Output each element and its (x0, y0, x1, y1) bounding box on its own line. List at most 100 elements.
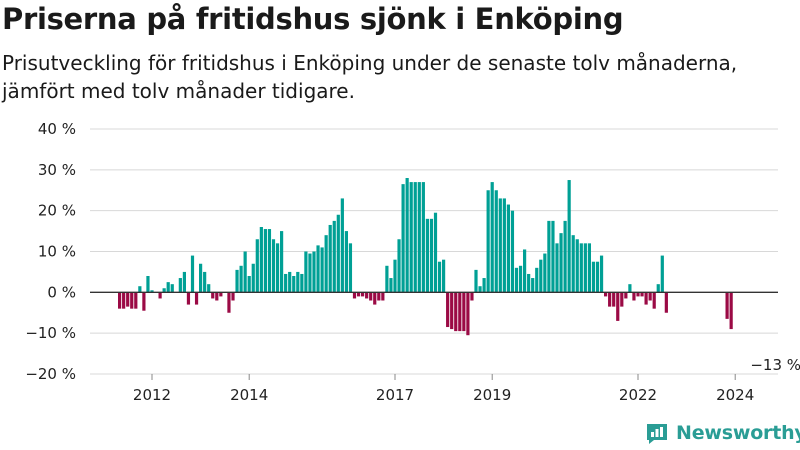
bar (231, 292, 235, 301)
bar (324, 235, 328, 293)
y-tick-label: 40 % (38, 120, 76, 138)
bar (361, 292, 365, 297)
bar (211, 292, 215, 299)
bar (267, 229, 272, 293)
bar (186, 292, 191, 305)
bar (150, 290, 154, 293)
bar (433, 212, 438, 293)
bar (401, 184, 405, 293)
y-tick-label: 30 % (38, 161, 76, 179)
bar (199, 263, 203, 293)
bar (490, 182, 494, 293)
newsworthy-logo: Newsworthy (645, 420, 800, 446)
bar (377, 292, 381, 301)
bar (466, 292, 470, 336)
bar (381, 292, 385, 301)
bar (146, 276, 150, 293)
bar (527, 273, 531, 293)
bar (239, 265, 243, 293)
bar (421, 182, 425, 293)
bar (122, 292, 126, 309)
bar (612, 292, 616, 307)
bar (446, 292, 450, 328)
bar (182, 271, 186, 293)
bar (203, 271, 207, 293)
bar (604, 292, 608, 297)
bar (288, 271, 292, 293)
bar (138, 286, 142, 293)
y-tick-label: 20 % (38, 202, 76, 220)
bar (571, 235, 575, 293)
bar (348, 243, 353, 293)
bar (583, 243, 587, 293)
bar (652, 292, 656, 309)
bar (535, 267, 539, 293)
bar (219, 292, 223, 297)
bar (616, 292, 620, 321)
bar (227, 292, 231, 313)
bar (547, 220, 551, 293)
y-tick-label: 0 % (47, 283, 76, 301)
bar (514, 267, 519, 293)
bar (417, 182, 421, 293)
bar (134, 292, 138, 309)
bar (543, 253, 547, 293)
bar (284, 273, 288, 293)
bar (280, 231, 284, 293)
bar (555, 243, 559, 293)
bar (523, 249, 527, 293)
bar (158, 292, 162, 299)
bar (162, 288, 166, 293)
bar (539, 259, 543, 293)
y-tick-label: 10 % (38, 243, 76, 261)
bar (458, 292, 462, 332)
bar (130, 292, 134, 309)
bar (344, 231, 348, 293)
bar (470, 292, 474, 301)
bar (336, 214, 340, 293)
bar (608, 292, 612, 307)
bar (413, 182, 417, 293)
bar (729, 292, 733, 330)
annotation-label: −13 % (750, 356, 800, 374)
bar (320, 247, 324, 293)
bar (300, 273, 304, 293)
bar (575, 239, 579, 293)
bar (478, 286, 482, 293)
bar (425, 218, 429, 293)
bar (365, 292, 369, 299)
annotation: −13 % (750, 356, 800, 374)
bar (296, 271, 300, 293)
x-tick-label: 2012 (133, 386, 171, 404)
bar (656, 284, 660, 293)
bar (275, 243, 280, 293)
bar (454, 292, 458, 332)
bar (369, 292, 373, 301)
bar (251, 263, 255, 293)
bar (393, 259, 397, 293)
bar (178, 278, 182, 293)
bar (255, 239, 259, 293)
bar (215, 292, 219, 301)
x-tick-label: 2017 (376, 386, 414, 404)
bar (579, 243, 583, 293)
bar (308, 253, 312, 293)
bar (531, 278, 535, 293)
bar (599, 255, 604, 293)
bar (340, 198, 344, 293)
bar (292, 276, 296, 293)
bar (462, 292, 466, 332)
bar (559, 233, 563, 293)
x-tick-label: 2022 (619, 386, 657, 404)
bar (510, 210, 515, 293)
bar (352, 292, 357, 299)
bar (567, 180, 571, 293)
bar (725, 292, 729, 319)
x-tick-label: 2024 (716, 386, 754, 404)
bar (166, 282, 170, 293)
bar (632, 292, 636, 301)
bar (373, 292, 377, 305)
bar (644, 292, 648, 305)
bar (126, 292, 130, 307)
bar (640, 292, 644, 297)
